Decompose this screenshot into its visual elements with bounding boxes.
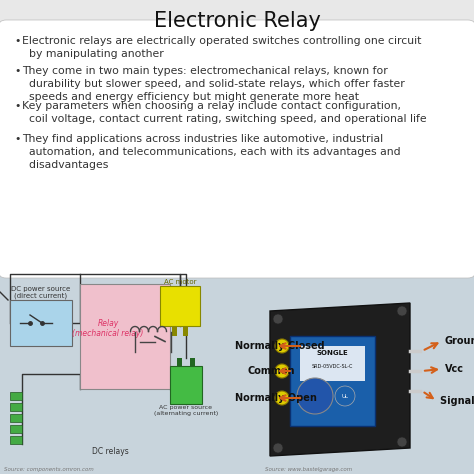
Text: Source: www.bastelgarage.com: Source: www.bastelgarage.com (265, 467, 352, 472)
Text: Common: Common (248, 366, 295, 376)
Text: They come in two main types: electromechanical relays, known for
  durability bu: They come in two main types: electromech… (22, 66, 405, 101)
Text: •: • (14, 66, 20, 76)
Bar (172, 326, 177, 336)
Circle shape (273, 314, 283, 324)
Text: •: • (14, 101, 20, 111)
Bar (300, 346, 365, 381)
Text: They find applications across industries like automotive, industrial
  automatio: They find applications across industries… (22, 134, 401, 170)
Bar (0, 274, 474, 474)
FancyBboxPatch shape (0, 20, 474, 278)
Bar (190, 358, 195, 366)
Bar (183, 326, 188, 336)
Polygon shape (270, 303, 410, 456)
Bar (160, 286, 200, 326)
Text: Ground: Ground (445, 336, 474, 346)
Text: Key parameters when choosing a relay include contact configuration,
  coil volta: Key parameters when choosing a relay inc… (22, 101, 427, 124)
Bar (80, 284, 170, 389)
Circle shape (275, 364, 289, 378)
Text: Normally Open: Normally Open (235, 393, 317, 403)
Bar (10, 300, 72, 346)
Bar (170, 366, 202, 404)
Bar (10, 392, 22, 400)
Circle shape (397, 437, 407, 447)
Text: •: • (14, 134, 20, 144)
Text: AC power source
(alternating current): AC power source (alternating current) (154, 405, 218, 416)
Text: •: • (14, 36, 20, 46)
Text: Normally Closed: Normally Closed (235, 341, 325, 351)
Text: DC power source
(direct current): DC power source (direct current) (11, 285, 71, 299)
Text: SRD-05VDC-SL-C: SRD-05VDC-SL-C (312, 364, 353, 368)
Text: Source: components.omron.com: Source: components.omron.com (4, 467, 94, 472)
Text: Vcc: Vcc (445, 364, 464, 374)
Circle shape (335, 386, 355, 406)
Bar (10, 403, 22, 411)
Bar (10, 414, 22, 422)
Text: Signal Pin: Signal Pin (440, 396, 474, 406)
Circle shape (273, 443, 283, 453)
Circle shape (397, 306, 407, 316)
Text: Electronic relays are electrically operated switches controlling one circuit
  b: Electronic relays are electrically opera… (22, 36, 421, 59)
Text: AC motor: AC motor (164, 279, 196, 285)
Text: UL: UL (341, 393, 348, 399)
Circle shape (275, 391, 289, 405)
Text: DC relays: DC relays (91, 447, 128, 456)
Text: Electronic Relay: Electronic Relay (154, 11, 320, 31)
Bar (10, 425, 22, 433)
Bar (10, 436, 22, 444)
Bar (177, 358, 182, 366)
Bar (290, 336, 375, 426)
Circle shape (297, 378, 333, 414)
Circle shape (275, 339, 289, 353)
Text: Relay
(mechanical relay): Relay (mechanical relay) (73, 319, 144, 338)
Text: SONGLE: SONGLE (317, 350, 348, 356)
